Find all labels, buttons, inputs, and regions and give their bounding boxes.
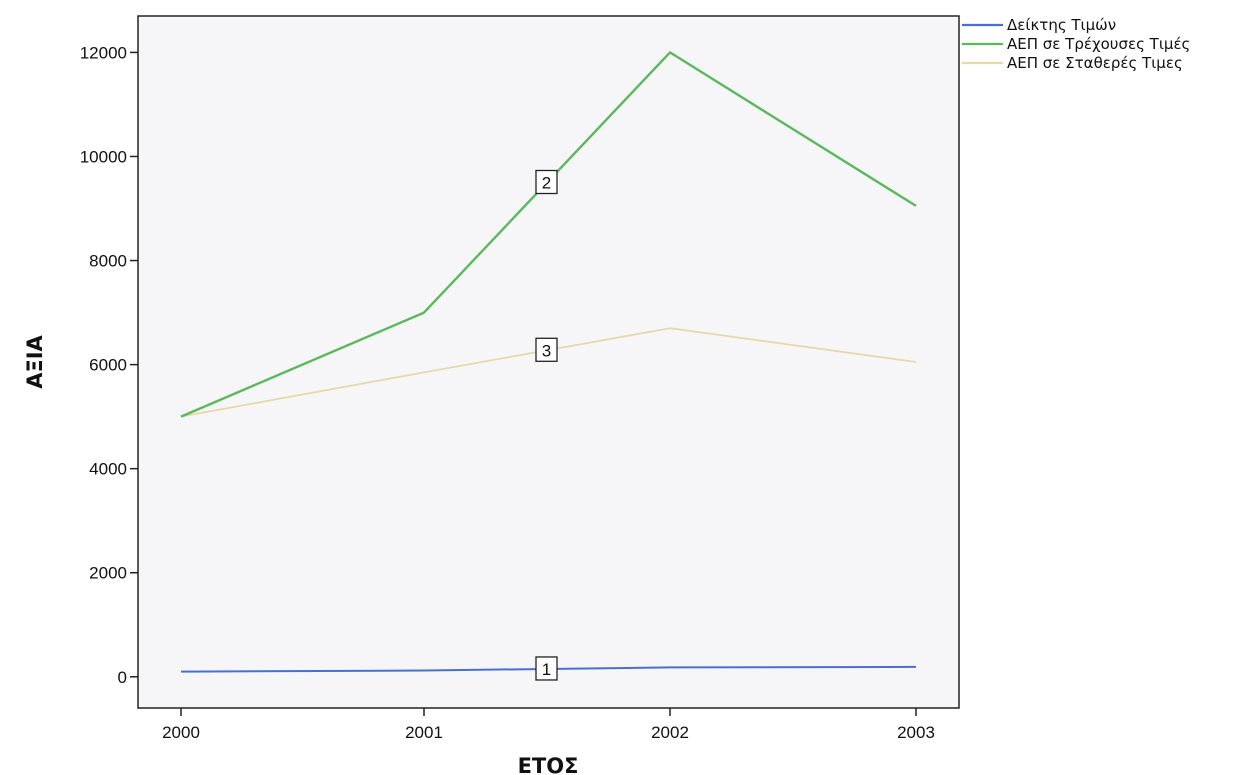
y-axis: 0 2000 4000 6000 8000 10000 12000 bbox=[80, 43, 138, 687]
y-tick-label-4: 8000 bbox=[89, 252, 127, 271]
y-tick-label-3: 6000 bbox=[89, 356, 127, 375]
y-tick-label-0: 0 bbox=[118, 668, 127, 687]
x-tick-label-1: 2001 bbox=[405, 723, 443, 742]
series-markers: 1 2 3 bbox=[535, 169, 558, 681]
x-axis-title: ΕΤΟΣ bbox=[518, 754, 579, 775]
series-marker-label-1: 1 bbox=[542, 660, 551, 679]
series-marker-2: 2 bbox=[535, 169, 558, 195]
y-tick-label-5: 10000 bbox=[80, 147, 127, 166]
series-marker-1: 1 bbox=[535, 656, 558, 681]
x-axis: 2000 2001 2002 2003 bbox=[162, 708, 935, 742]
series-marker-label-2: 2 bbox=[542, 173, 551, 192]
y-tick-label-6: 12000 bbox=[80, 43, 127, 62]
y-tick-label-2: 4000 bbox=[89, 460, 127, 479]
y-tick-label-1: 2000 bbox=[89, 564, 127, 583]
x-tick-label-3: 2003 bbox=[897, 723, 935, 742]
x-tick-label-2: 2002 bbox=[651, 723, 689, 742]
x-tick-label-0: 2000 bbox=[162, 723, 200, 742]
legend-label-2: ΑΕΠ σε Τρέχουσες Τιμές bbox=[1007, 35, 1190, 53]
y-axis-title: ΑΞΙΑ bbox=[23, 334, 47, 388]
series-marker-3: 3 bbox=[535, 337, 558, 362]
legend-label-1: Δείκτης Τιμών bbox=[1007, 16, 1116, 34]
plot-area bbox=[137, 15, 960, 709]
legend-label-3: ΑΕΠ σε Σταθερές Τιμες bbox=[1007, 54, 1183, 72]
series-marker-label-3: 3 bbox=[542, 341, 551, 360]
